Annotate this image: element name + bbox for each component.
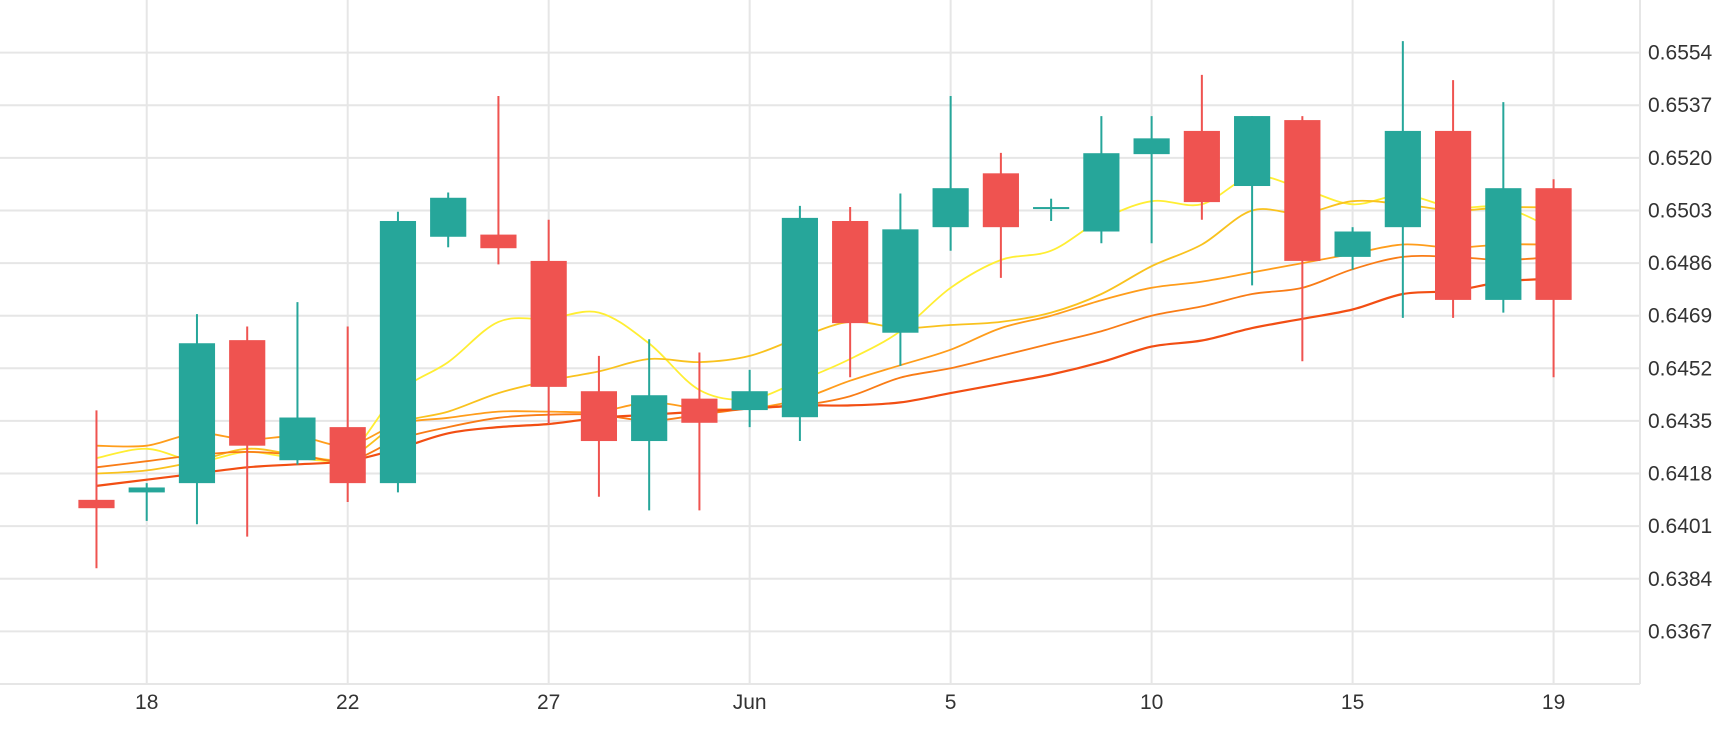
candle-body xyxy=(78,499,115,509)
candle-up xyxy=(1234,116,1271,286)
candle-body xyxy=(480,234,517,249)
candle-body xyxy=(430,197,467,237)
candle-down xyxy=(681,352,718,511)
x-tick-label: 10 xyxy=(1140,691,1163,714)
y-tick-label: 0.6435 xyxy=(1648,410,1712,433)
candle-body xyxy=(1083,153,1120,232)
candle-down xyxy=(1435,80,1472,318)
candle-up xyxy=(631,339,668,511)
candle-down xyxy=(580,355,618,497)
candle-body xyxy=(681,398,718,423)
candle-body xyxy=(128,487,165,493)
candle-down xyxy=(1284,116,1321,362)
candle-up xyxy=(882,193,919,366)
candle-body xyxy=(1033,207,1070,210)
candle-body xyxy=(379,220,417,484)
candle-body xyxy=(1485,188,1522,300)
candle-body xyxy=(781,217,818,418)
y-tick-label: 0.6520 xyxy=(1648,147,1712,170)
candle-up xyxy=(1083,116,1120,244)
candle-up xyxy=(430,192,467,248)
candles xyxy=(78,41,1572,569)
candle-up xyxy=(1133,116,1170,244)
y-tick-label: 0.6367 xyxy=(1648,620,1712,643)
candle-body xyxy=(279,417,316,461)
y-tick-label: 0.6384 xyxy=(1648,568,1713,591)
candle-down xyxy=(329,326,366,503)
candle-up xyxy=(781,205,818,442)
candle-body xyxy=(982,173,1019,228)
candle-body xyxy=(1284,120,1321,261)
candle-body xyxy=(1334,231,1371,257)
candle-down xyxy=(1183,74,1220,220)
plot-frame xyxy=(0,0,1641,685)
candle-down xyxy=(1535,179,1572,378)
x-tick-label: Jun xyxy=(733,691,767,714)
y-tick-label: 0.6486 xyxy=(1648,252,1712,275)
candle-body xyxy=(530,260,567,387)
candle-body xyxy=(932,188,969,228)
y-tick-label: 0.6418 xyxy=(1648,463,1712,486)
y-tick-label: 0.6537 xyxy=(1648,94,1712,117)
candle-body xyxy=(229,340,266,446)
candle-down xyxy=(982,152,1019,278)
candle-down xyxy=(229,326,266,537)
y-tick-label: 0.6452 xyxy=(1648,357,1712,380)
candle-body xyxy=(631,395,668,442)
candle-up xyxy=(1384,41,1421,318)
candle-body xyxy=(731,391,768,411)
candle-down xyxy=(480,95,517,265)
candle-body xyxy=(1384,130,1421,228)
y-tick-label: 0.6554 xyxy=(1648,42,1713,65)
candle-up xyxy=(731,369,768,428)
candle-down xyxy=(530,219,567,425)
y-tick-label: 0.6503 xyxy=(1648,199,1712,222)
x-tick-label: 27 xyxy=(537,691,560,714)
candle-up xyxy=(178,314,216,525)
x-tick-label: 19 xyxy=(1542,691,1565,714)
ma-line-3 xyxy=(96,243,1554,448)
x-tick-label: 22 xyxy=(336,691,359,714)
candle-body xyxy=(1234,116,1271,187)
y-tick-label: 0.6469 xyxy=(1648,305,1712,328)
x-axis-labels: 18 22 27 Jun 5 10 15 19 xyxy=(135,691,1565,714)
candle-up xyxy=(1033,198,1070,221)
candle-body xyxy=(178,343,216,484)
candle-body xyxy=(580,391,618,442)
y-axis-labels: 0.6367 0.6384 0.6401 0.6418 0.6435 0.6452 0.64… xyxy=(1648,42,1713,644)
candle-body xyxy=(882,229,919,333)
candle-up xyxy=(1485,102,1522,313)
x-tick-label: 18 xyxy=(135,691,158,714)
y-tick-label: 0.6401 xyxy=(1648,515,1712,538)
horizontal-grid xyxy=(0,51,1640,685)
candle-down xyxy=(78,410,115,569)
candle-body xyxy=(832,220,869,324)
x-tick-label: 15 xyxy=(1341,691,1364,714)
candle-body xyxy=(329,427,366,484)
candle-body xyxy=(1183,130,1220,203)
candle-up xyxy=(279,302,316,465)
candle-up xyxy=(1334,227,1371,270)
candle-body xyxy=(1133,138,1170,155)
candle-body xyxy=(1535,188,1572,300)
candle-up xyxy=(128,483,165,521)
candle-down xyxy=(832,207,869,378)
candle-up xyxy=(379,211,417,493)
x-tick-label: 5 xyxy=(945,691,957,714)
candle-body xyxy=(1435,130,1472,300)
vertical-grid xyxy=(145,0,1555,684)
candle-up xyxy=(932,95,969,251)
